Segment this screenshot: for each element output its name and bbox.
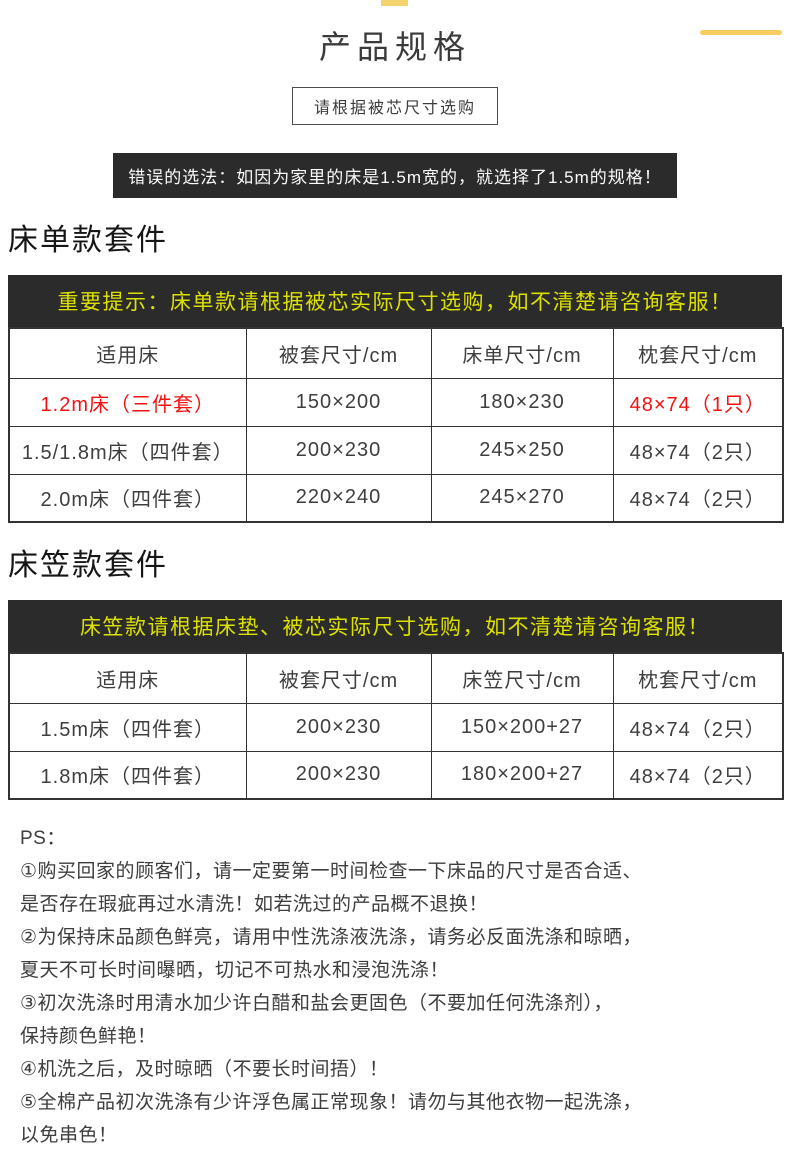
table-cell: 150×200+27 [430,702,614,752]
ps-line: 以免串色！ [20,1125,118,1146]
column-header: 床笠尺寸/cm [430,652,614,704]
ps-line: ④机洗之后，及时晾晒（不要长时间捂）！ [20,1059,389,1080]
notice-banner-sheet-set: 重要提示：床单款请根据被芯实际尺寸选购，如不清楚请咨询客服！ [8,275,782,327]
table-cell: 1.5/1.8m床（四件套） [8,425,247,475]
ps-line: ②为保持床品颜色鲜亮，请用中性洗涤液洗涤，请务必反面洗涤和晾晒， [20,927,643,948]
ps-line: ①购买回家的顾客们，请一定要第一时间检查一下床品的尺寸是否合适、 [20,861,643,882]
table-cell: 48×74（2只） [612,425,784,475]
table-cell: 2.0m床（四件套） [8,473,247,523]
table-cell: 48×74（2只） [612,473,784,523]
table-cell: 150×200 [245,377,432,427]
table-cell: 200×230 [245,702,432,752]
section-heading-fitted-set: 床笠款套件 [8,549,168,582]
warning-banner: 错误的选法：如因为家里的床是1.5m宽的，就选择了1.5m的规格！ [113,153,677,198]
column-header: 枕套尺寸/cm [612,652,784,704]
table-cell: 220×240 [245,473,432,523]
table-row: 1.2m床（三件套） 150×200 180×230 48×74（1只） [8,377,784,427]
section-heading-sheet-set: 床单款套件 [8,224,168,257]
table-row: 1.5m床（四件套） 200×230 150×200+27 48×74（2只） [8,702,784,752]
table-cell: 48×74（2只） [612,750,784,800]
table-row: 2.0m床（四件套） 220×240 245×270 48×74（2只） [8,473,784,523]
table-cell: 180×200+27 [430,750,614,800]
table-cell: 245×250 [430,425,614,475]
title-accent-line [700,30,782,35]
subtitle-box: 请根据被芯尺寸选购 [291,87,498,125]
column-header: 床单尺寸/cm [430,327,614,379]
table-header-row: 适用床 被套尺寸/cm 床单尺寸/cm 枕套尺寸/cm [8,327,784,379]
table-cell: 1.2m床（三件套） [8,377,247,427]
page-header: 产品规格 [0,0,790,70]
table-row: 1.8m床（四件套） 200×230 180×200+27 48×74（2只） [8,750,784,800]
table-cell: 1.8m床（四件套） [8,750,247,800]
table-header-row: 适用床 被套尺寸/cm 床笠尺寸/cm 枕套尺寸/cm [8,652,784,704]
ps-label: PS： [20,828,66,849]
ps-line: ③初次洗涤时用清水加少许白醋和盐会更固色（不要加任何洗涤剂）， [20,993,614,1014]
fitted-set-spec-table: 适用床 被套尺寸/cm 床笠尺寸/cm 枕套尺寸/cm 1.5m床（四件套） 2… [8,652,784,800]
table-cell: 200×230 [245,750,432,800]
ps-line: 保持颜色鲜艳！ [20,1026,157,1047]
table-cell: 48×74（1只） [612,377,784,427]
table-cell: 1.5m床（四件套） [8,702,247,752]
column-header: 枕套尺寸/cm [612,327,784,379]
column-header: 被套尺寸/cm [245,327,432,379]
ps-line: ⑤全棉产品初次洗涤有少许浮色属正常现象！请勿与其他衣物一起洗涤， [20,1092,643,1113]
notice-banner-fitted-set: 床笠款请根据床垫、被芯实际尺寸选购，如不清楚请咨询客服！ [8,600,782,652]
ps-notes: PS： ①购买回家的顾客们，请一定要第一时间检查一下床品的尺寸是否合适、 是否存… [20,822,790,1152]
table-row: 1.5/1.8m床（四件套） 200×230 245×250 48×74（2只） [8,425,784,475]
ps-line: 是否存在瑕疵再过水清洗！如若洗过的产品概不退换！ [20,894,489,915]
column-header: 适用床 [8,652,247,704]
column-header: 适用床 [8,327,247,379]
table-cell: 200×230 [245,425,432,475]
ps-line: 夏天不可长时间曝晒，切记不可热水和浸泡洗涤！ [20,960,450,981]
page-title: 产品规格 [318,29,471,65]
title-accent-tick [381,0,408,6]
table-cell: 245×270 [430,473,614,523]
table-cell: 48×74（2只） [612,702,784,752]
sheet-set-spec-table: 适用床 被套尺寸/cm 床单尺寸/cm 枕套尺寸/cm 1.2m床（三件套） 1… [8,327,784,523]
column-header: 被套尺寸/cm [245,652,432,704]
table-cell: 180×230 [430,377,614,427]
